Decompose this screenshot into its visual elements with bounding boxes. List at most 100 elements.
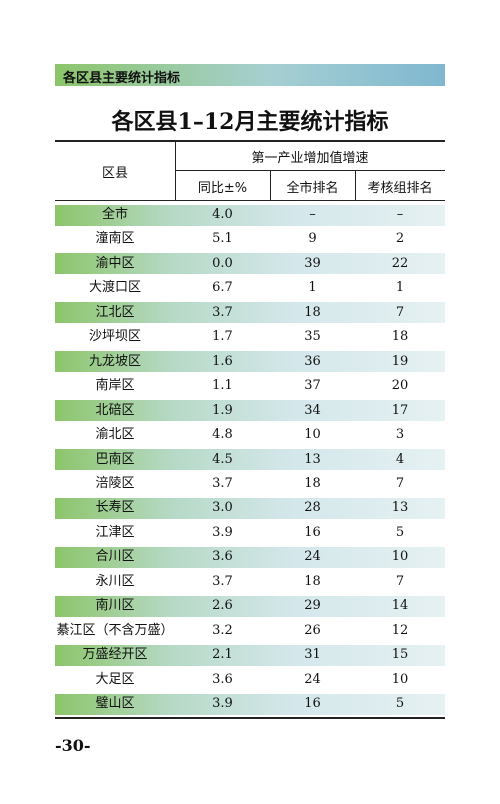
- value-cell: 16: [304, 524, 321, 540]
- row-background: [55, 400, 445, 422]
- value-cell: 29: [304, 598, 321, 614]
- value-cell: 31: [304, 647, 321, 663]
- region-cell: 万盛经开区: [82, 647, 148, 663]
- region-cell: 南岸区: [95, 378, 135, 394]
- rule: [270, 170, 271, 200]
- value-cell: 20: [391, 378, 409, 394]
- value-cell: 35: [304, 329, 321, 345]
- row-background: [55, 693, 445, 715]
- region-cell: 大渡口区: [88, 280, 141, 296]
- value-cell: 6.7: [212, 280, 233, 296]
- value-cell: 3.6: [212, 671, 233, 687]
- value-cell: 24: [304, 671, 321, 687]
- value-cell: 3.9: [212, 696, 233, 711]
- value-cell: 3.7: [212, 304, 233, 320]
- row-background: [55, 302, 445, 324]
- value-cell: 4.0: [212, 207, 233, 222]
- value-cell: 7: [395, 475, 405, 491]
- value-cell: 18: [391, 329, 409, 345]
- value-cell: 18: [304, 304, 321, 320]
- banner: 各区县主要统计指标: [55, 64, 445, 86]
- value-cell: 10: [391, 549, 409, 565]
- column-header: 同比±%: [197, 181, 248, 196]
- value-cell: 1.9: [212, 402, 233, 418]
- page-number: -30-: [55, 736, 91, 755]
- value-cell: 1.6: [212, 353, 233, 369]
- row-background: [55, 595, 445, 617]
- value-cell: 18: [304, 475, 321, 491]
- value-cell: 0.0: [212, 255, 233, 271]
- value-cell: 3.9: [212, 524, 233, 540]
- value-cell: 22: [391, 255, 409, 271]
- value-cell: 24: [304, 549, 321, 565]
- value-cell: 2: [395, 231, 405, 247]
- value-cell: 5: [395, 524, 405, 540]
- value-cell: 10: [304, 427, 321, 443]
- region-cell: 渝北区: [95, 427, 135, 443]
- region-cell: 綦江区（不含万盛）: [56, 622, 174, 638]
- value-cell: 13: [391, 500, 409, 516]
- value-cell: 12: [391, 622, 409, 638]
- region-cell: 南川区: [95, 598, 135, 614]
- value-cell: 5.1: [212, 231, 233, 247]
- value-cell: 18: [304, 573, 321, 589]
- rule: [55, 200, 445, 201]
- region-cell: 永川区: [95, 573, 135, 589]
- rule: [55, 717, 445, 720]
- value-cell: 19: [391, 353, 409, 369]
- region-cell: 九龙坡区: [88, 353, 141, 369]
- value-cell: 14: [391, 598, 409, 614]
- row-background: [55, 644, 445, 666]
- value-cell: 1: [308, 280, 317, 296]
- value-cell: 1.1: [212, 378, 233, 394]
- region-cell: 江津区: [95, 524, 135, 540]
- row-background: [55, 546, 445, 568]
- value-cell: 2.1: [212, 647, 233, 663]
- value-cell: 3.6: [212, 549, 233, 565]
- value-cell: 7: [395, 304, 405, 320]
- rule: [175, 141, 176, 200]
- value-cell: 1: [395, 280, 405, 296]
- value-cell: 3.0: [212, 500, 233, 516]
- value-cell: 37: [304, 378, 321, 394]
- value-cell: 9: [308, 231, 317, 247]
- rule: [55, 140, 445, 142]
- banner-title: 各区县主要统计指标: [63, 71, 181, 86]
- value-cell: 3: [395, 427, 405, 443]
- value-cell: 4.5: [212, 451, 233, 467]
- value-cell: 2.6: [212, 598, 233, 614]
- value-cell: 10: [391, 671, 409, 687]
- value-cell: 3.7: [212, 475, 233, 491]
- region-cell: 潼南区: [95, 231, 135, 247]
- region-cell: 涪陵区: [95, 475, 135, 491]
- value-cell: 28: [304, 500, 321, 516]
- value-cell: 16: [304, 696, 321, 711]
- value-cell: 39: [304, 255, 321, 271]
- row-background: [55, 204, 445, 226]
- region-cell: 江北区: [95, 304, 135, 320]
- value-cell: 3.7: [212, 573, 233, 589]
- value-cell: –: [309, 207, 316, 222]
- row-background: [55, 449, 445, 470]
- value-cell: 7: [395, 573, 405, 589]
- value-cell: 4: [395, 451, 405, 467]
- rule: [175, 170, 445, 171]
- region-cell: 全市: [101, 207, 128, 222]
- column-header: 考核组排名: [367, 181, 433, 196]
- row-background: [55, 497, 445, 519]
- value-cell: 1.7: [212, 329, 233, 345]
- table-title: 各区县1–12月主要统计指标: [111, 109, 389, 135]
- value-cell: 17: [391, 402, 409, 418]
- value-cell: –: [396, 207, 404, 222]
- row-background: [55, 351, 445, 373]
- region-cell: 巴南区: [95, 451, 135, 467]
- region-cell: 大足区: [95, 671, 135, 687]
- region-cell: 长寿区: [95, 500, 135, 516]
- column-header: 区县: [101, 166, 128, 181]
- row-background: [55, 253, 445, 275]
- value-cell: 3.2: [212, 622, 233, 638]
- value-cell: 4.8: [212, 427, 233, 443]
- value-cell: 5: [395, 696, 405, 711]
- value-cell: 13: [304, 451, 321, 467]
